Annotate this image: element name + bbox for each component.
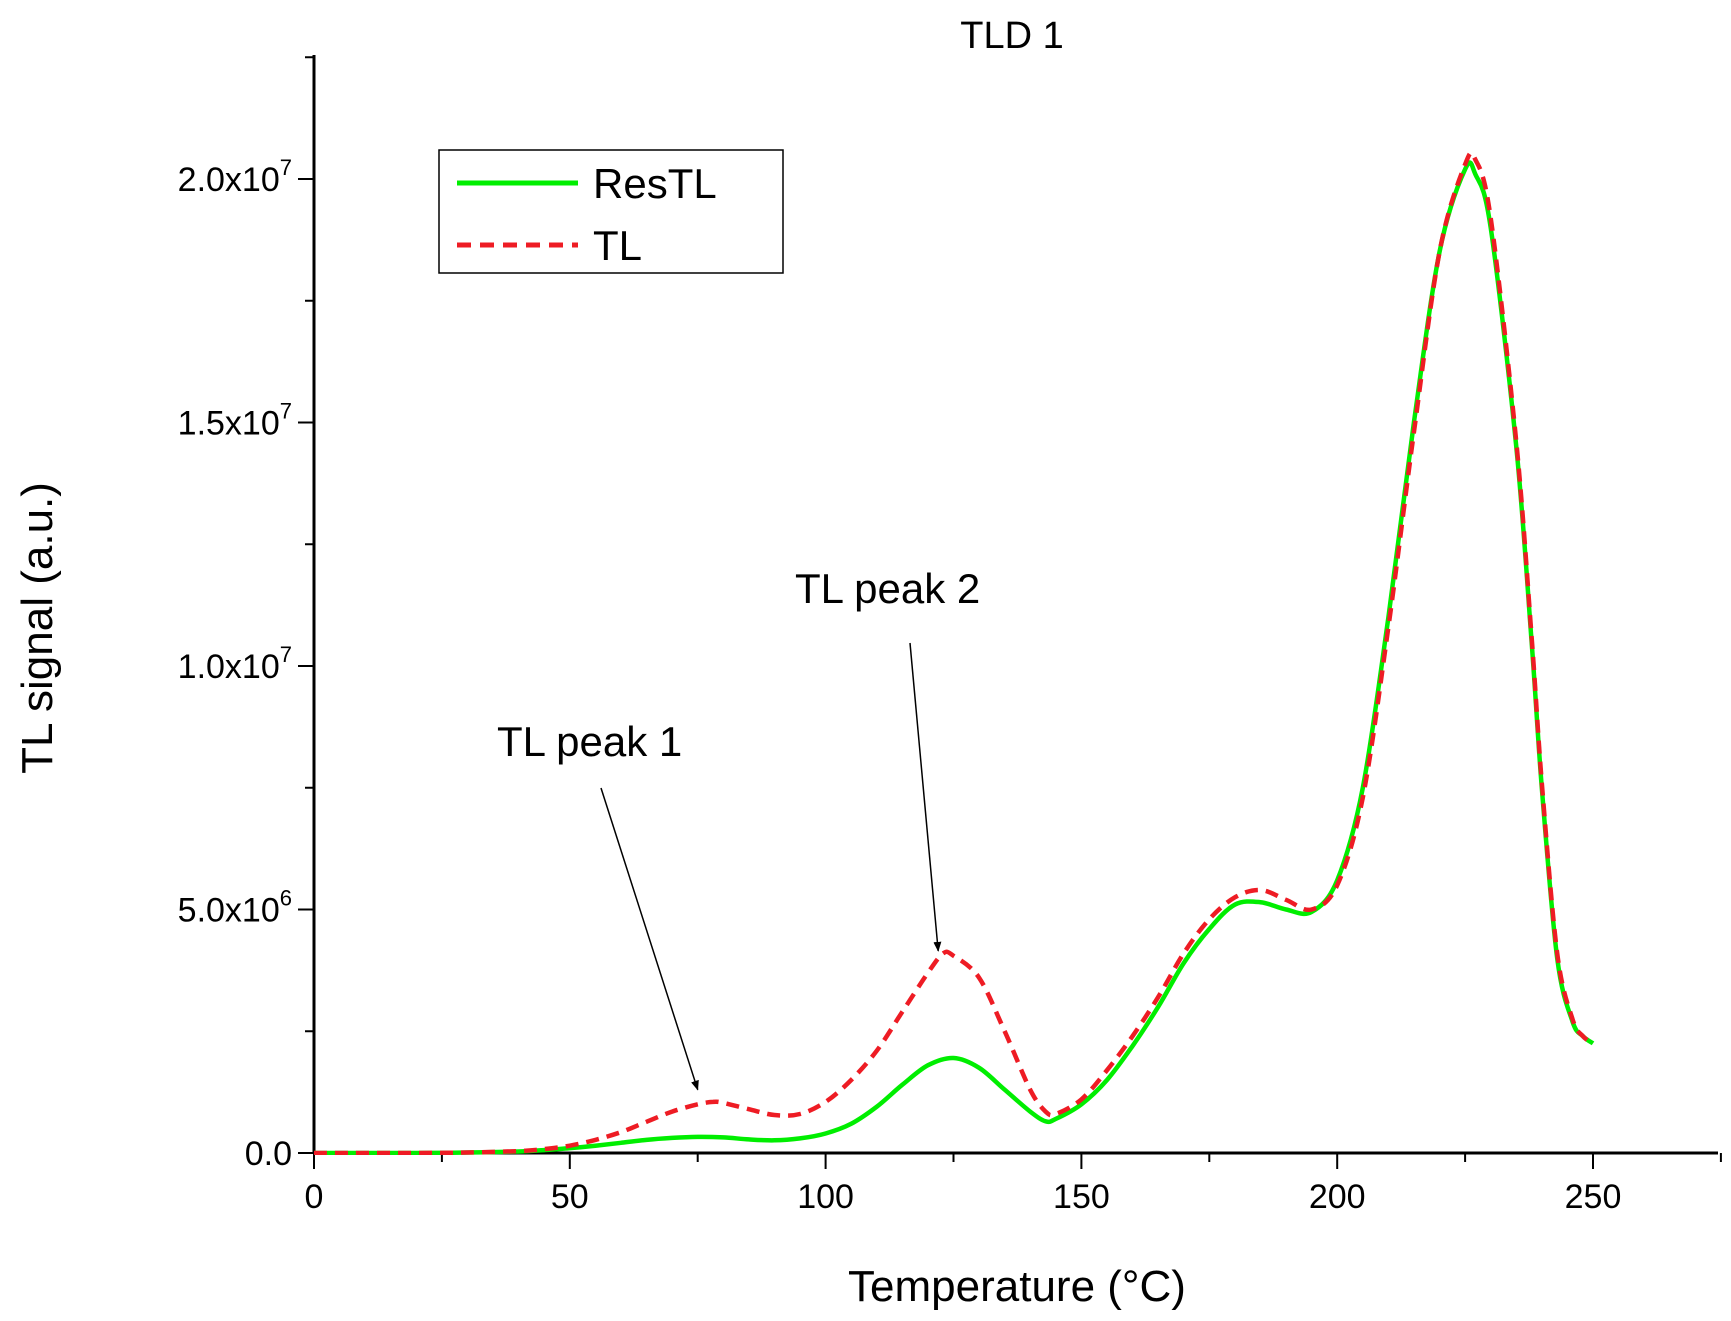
- x-axis-title: Temperature (°C): [848, 1262, 1186, 1311]
- axes: [312, 55, 1718, 1155]
- x-ticks: 0 50 100 150 200 250: [305, 1153, 1722, 1216]
- annotation-tl-peak-1-label: TL peak 1: [497, 718, 682, 765]
- y-tick-label: 5.0x106: [178, 886, 292, 930]
- legend-box: [438, 149, 784, 274]
- annotation-tl-peak-2-arrow: [909, 642, 942, 952]
- legend: ResTL TL: [438, 149, 784, 274]
- x-tick-label: 0: [305, 1178, 324, 1216]
- y-tick-label: 2.0x107: [178, 155, 292, 199]
- x-tick-label: 100: [797, 1178, 854, 1216]
- x-tick-label: 50: [551, 1178, 589, 1216]
- x-tick-label: 200: [1309, 1178, 1366, 1216]
- y-tick-label: 0.0: [245, 1135, 292, 1173]
- annotation-tl-peak-2-label: TL peak 2: [795, 565, 980, 612]
- legend-label-restl: ResTL: [593, 160, 717, 207]
- y-tick-label: 1.0x107: [178, 642, 292, 686]
- chart-title: TLD 1: [960, 15, 1063, 57]
- y-axis-title: TL signal (a.u.): [13, 482, 62, 774]
- series-line-restl: [314, 160, 1595, 1155]
- y-ticks: 0.0 5.0x106 1.0x107 1.5x107 2.0x107: [178, 56, 314, 1173]
- x-tick-label: 250: [1565, 1178, 1622, 1216]
- legend-label-tl: TL: [593, 222, 642, 269]
- annotation-tl-peak-1-arrow: [600, 787, 699, 1091]
- series-layer: [314, 150, 1595, 1155]
- annotations-layer: TL peak 1 TL peak 2: [497, 565, 980, 1091]
- series-line-tl: [314, 150, 1595, 1155]
- x-tick-label: 150: [1053, 1178, 1110, 1216]
- y-tick-label: 1.5x107: [178, 399, 292, 443]
